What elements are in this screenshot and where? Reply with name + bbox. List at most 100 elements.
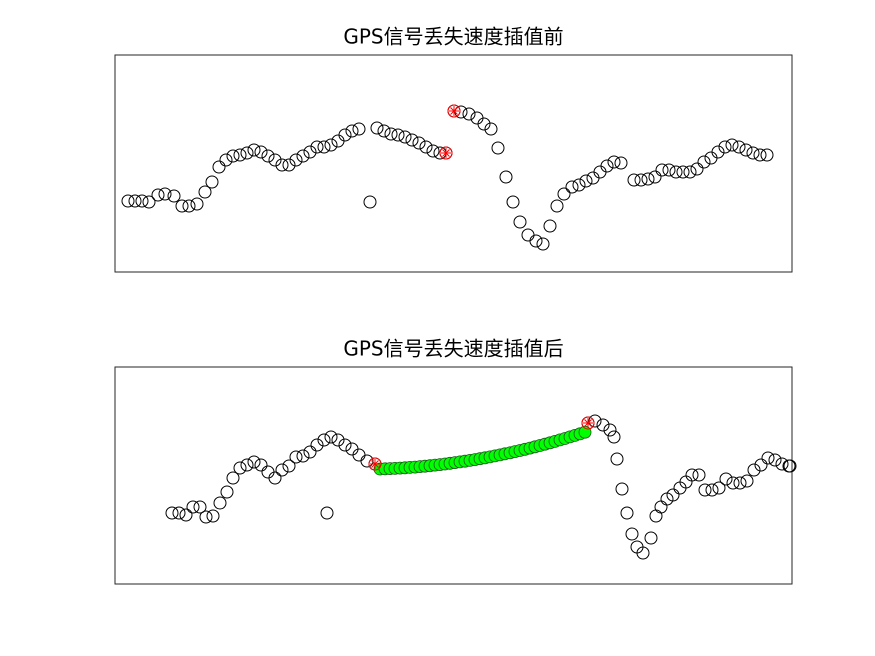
endpoint-circle [439, 146, 453, 160]
endpoint [439, 146, 453, 160]
point [213, 496, 227, 510]
point [261, 465, 275, 479]
point [268, 153, 282, 167]
point [172, 506, 186, 520]
point [324, 138, 338, 152]
point [760, 148, 774, 162]
point [303, 145, 317, 159]
point [275, 463, 289, 477]
point [603, 423, 617, 437]
point [726, 476, 740, 490]
endpoint [447, 104, 461, 118]
point [391, 128, 405, 142]
point [477, 117, 491, 131]
point [254, 458, 268, 472]
point [596, 418, 610, 432]
point [550, 199, 564, 213]
point [607, 430, 621, 444]
point [296, 149, 310, 163]
point [254, 145, 268, 159]
point [345, 124, 359, 138]
plot-area [165, 414, 797, 560]
point [282, 459, 296, 473]
point [186, 500, 200, 514]
point [754, 458, 768, 472]
chart-title: GPS信号丢失速度插值前 [343, 25, 563, 49]
point [669, 165, 683, 179]
point [634, 173, 648, 187]
point [226, 471, 240, 485]
point [705, 483, 719, 497]
point [641, 172, 655, 186]
point [610, 452, 624, 466]
point [151, 188, 165, 202]
point [614, 156, 628, 170]
point [324, 430, 338, 444]
point [491, 141, 505, 155]
point [768, 453, 782, 467]
point [190, 197, 204, 211]
point [739, 143, 753, 157]
point [683, 165, 697, 179]
chart-title: GPS信号丢失速度插值后 [343, 337, 563, 361]
point [179, 508, 193, 522]
point [320, 506, 334, 520]
point [753, 148, 767, 162]
point [625, 527, 639, 541]
point [233, 148, 247, 162]
point [175, 199, 189, 213]
point [331, 134, 345, 148]
point [620, 506, 634, 520]
point [782, 459, 796, 473]
point [212, 160, 226, 174]
point [233, 461, 247, 475]
axes-box [114, 366, 793, 585]
endpoint-star [371, 460, 379, 468]
point [226, 149, 240, 163]
point [128, 194, 142, 208]
point [685, 468, 699, 482]
point [719, 472, 733, 486]
point [165, 506, 179, 520]
point [338, 128, 352, 142]
point [289, 153, 303, 167]
point [247, 455, 261, 469]
point [649, 509, 663, 523]
point [268, 471, 282, 485]
endpoint-star [450, 107, 458, 115]
point [747, 463, 761, 477]
point [167, 189, 181, 203]
point [697, 155, 711, 169]
point [345, 442, 359, 456]
point [655, 163, 669, 177]
endpoint-circle [368, 457, 382, 471]
point [690, 162, 704, 176]
endpoint [368, 457, 382, 471]
endpoint-circle [447, 104, 461, 118]
point [593, 165, 607, 179]
point [662, 163, 676, 177]
point [648, 170, 662, 184]
point [666, 488, 680, 502]
point [579, 174, 593, 188]
plot-area [121, 104, 774, 251]
point [303, 445, 317, 459]
point [565, 180, 579, 194]
point [193, 500, 207, 514]
point [704, 151, 718, 165]
point [360, 454, 374, 468]
point [462, 107, 476, 121]
point [240, 146, 254, 160]
point [206, 509, 220, 523]
point [692, 468, 706, 482]
point [282, 158, 296, 172]
point [198, 185, 212, 199]
endpoint-star [442, 149, 450, 157]
point [205, 175, 219, 189]
point [607, 155, 621, 169]
point [158, 187, 172, 201]
point [761, 451, 775, 465]
point [121, 194, 135, 208]
point [698, 483, 712, 497]
